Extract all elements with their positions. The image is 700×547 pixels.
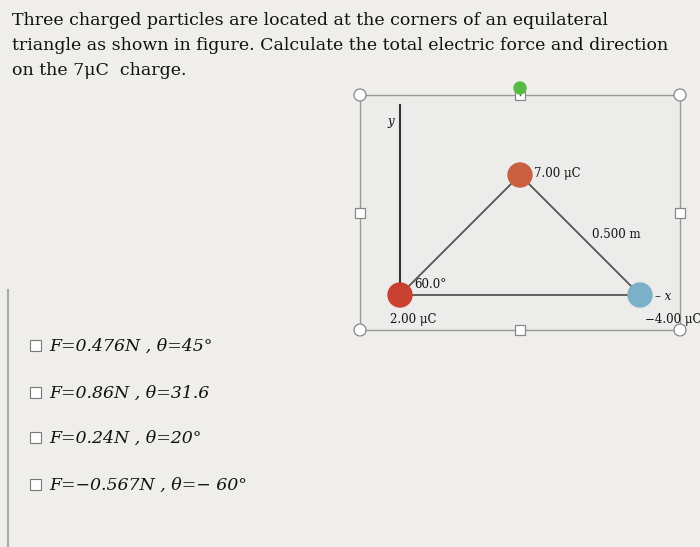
Text: Three charged particles are located at the corners of an equilateral
triangle as: Three charged particles are located at t… [12,12,668,79]
FancyBboxPatch shape [360,95,680,330]
Text: 60.0°: 60.0° [414,278,446,291]
FancyBboxPatch shape [515,90,525,100]
FancyBboxPatch shape [30,432,41,443]
Circle shape [628,283,652,307]
Text: F=0.24N , θ=20°: F=0.24N , θ=20° [49,429,202,446]
Circle shape [674,324,686,336]
Circle shape [354,324,366,336]
Circle shape [674,89,686,101]
Text: 7.00 μC: 7.00 μC [534,167,580,180]
Text: 2.00 μC: 2.00 μC [390,313,437,326]
FancyBboxPatch shape [30,479,41,490]
Circle shape [508,163,532,187]
FancyBboxPatch shape [30,387,41,398]
Circle shape [514,82,526,94]
Text: F=0.476N , θ=45°: F=0.476N , θ=45° [49,337,213,354]
Text: F=−0.567N , θ=− 60°: F=−0.567N , θ=− 60° [49,476,247,493]
Circle shape [388,283,412,307]
FancyBboxPatch shape [515,325,525,335]
Text: 0.500 m: 0.500 m [592,229,640,241]
Text: −4.00 μC: −4.00 μC [645,313,700,326]
Text: – x: – x [655,290,671,304]
Text: y: y [387,115,394,128]
Circle shape [354,89,366,101]
FancyBboxPatch shape [355,207,365,218]
FancyBboxPatch shape [30,340,41,351]
Text: F=0.86N , θ=31.6: F=0.86N , θ=31.6 [49,385,209,401]
FancyBboxPatch shape [675,207,685,218]
